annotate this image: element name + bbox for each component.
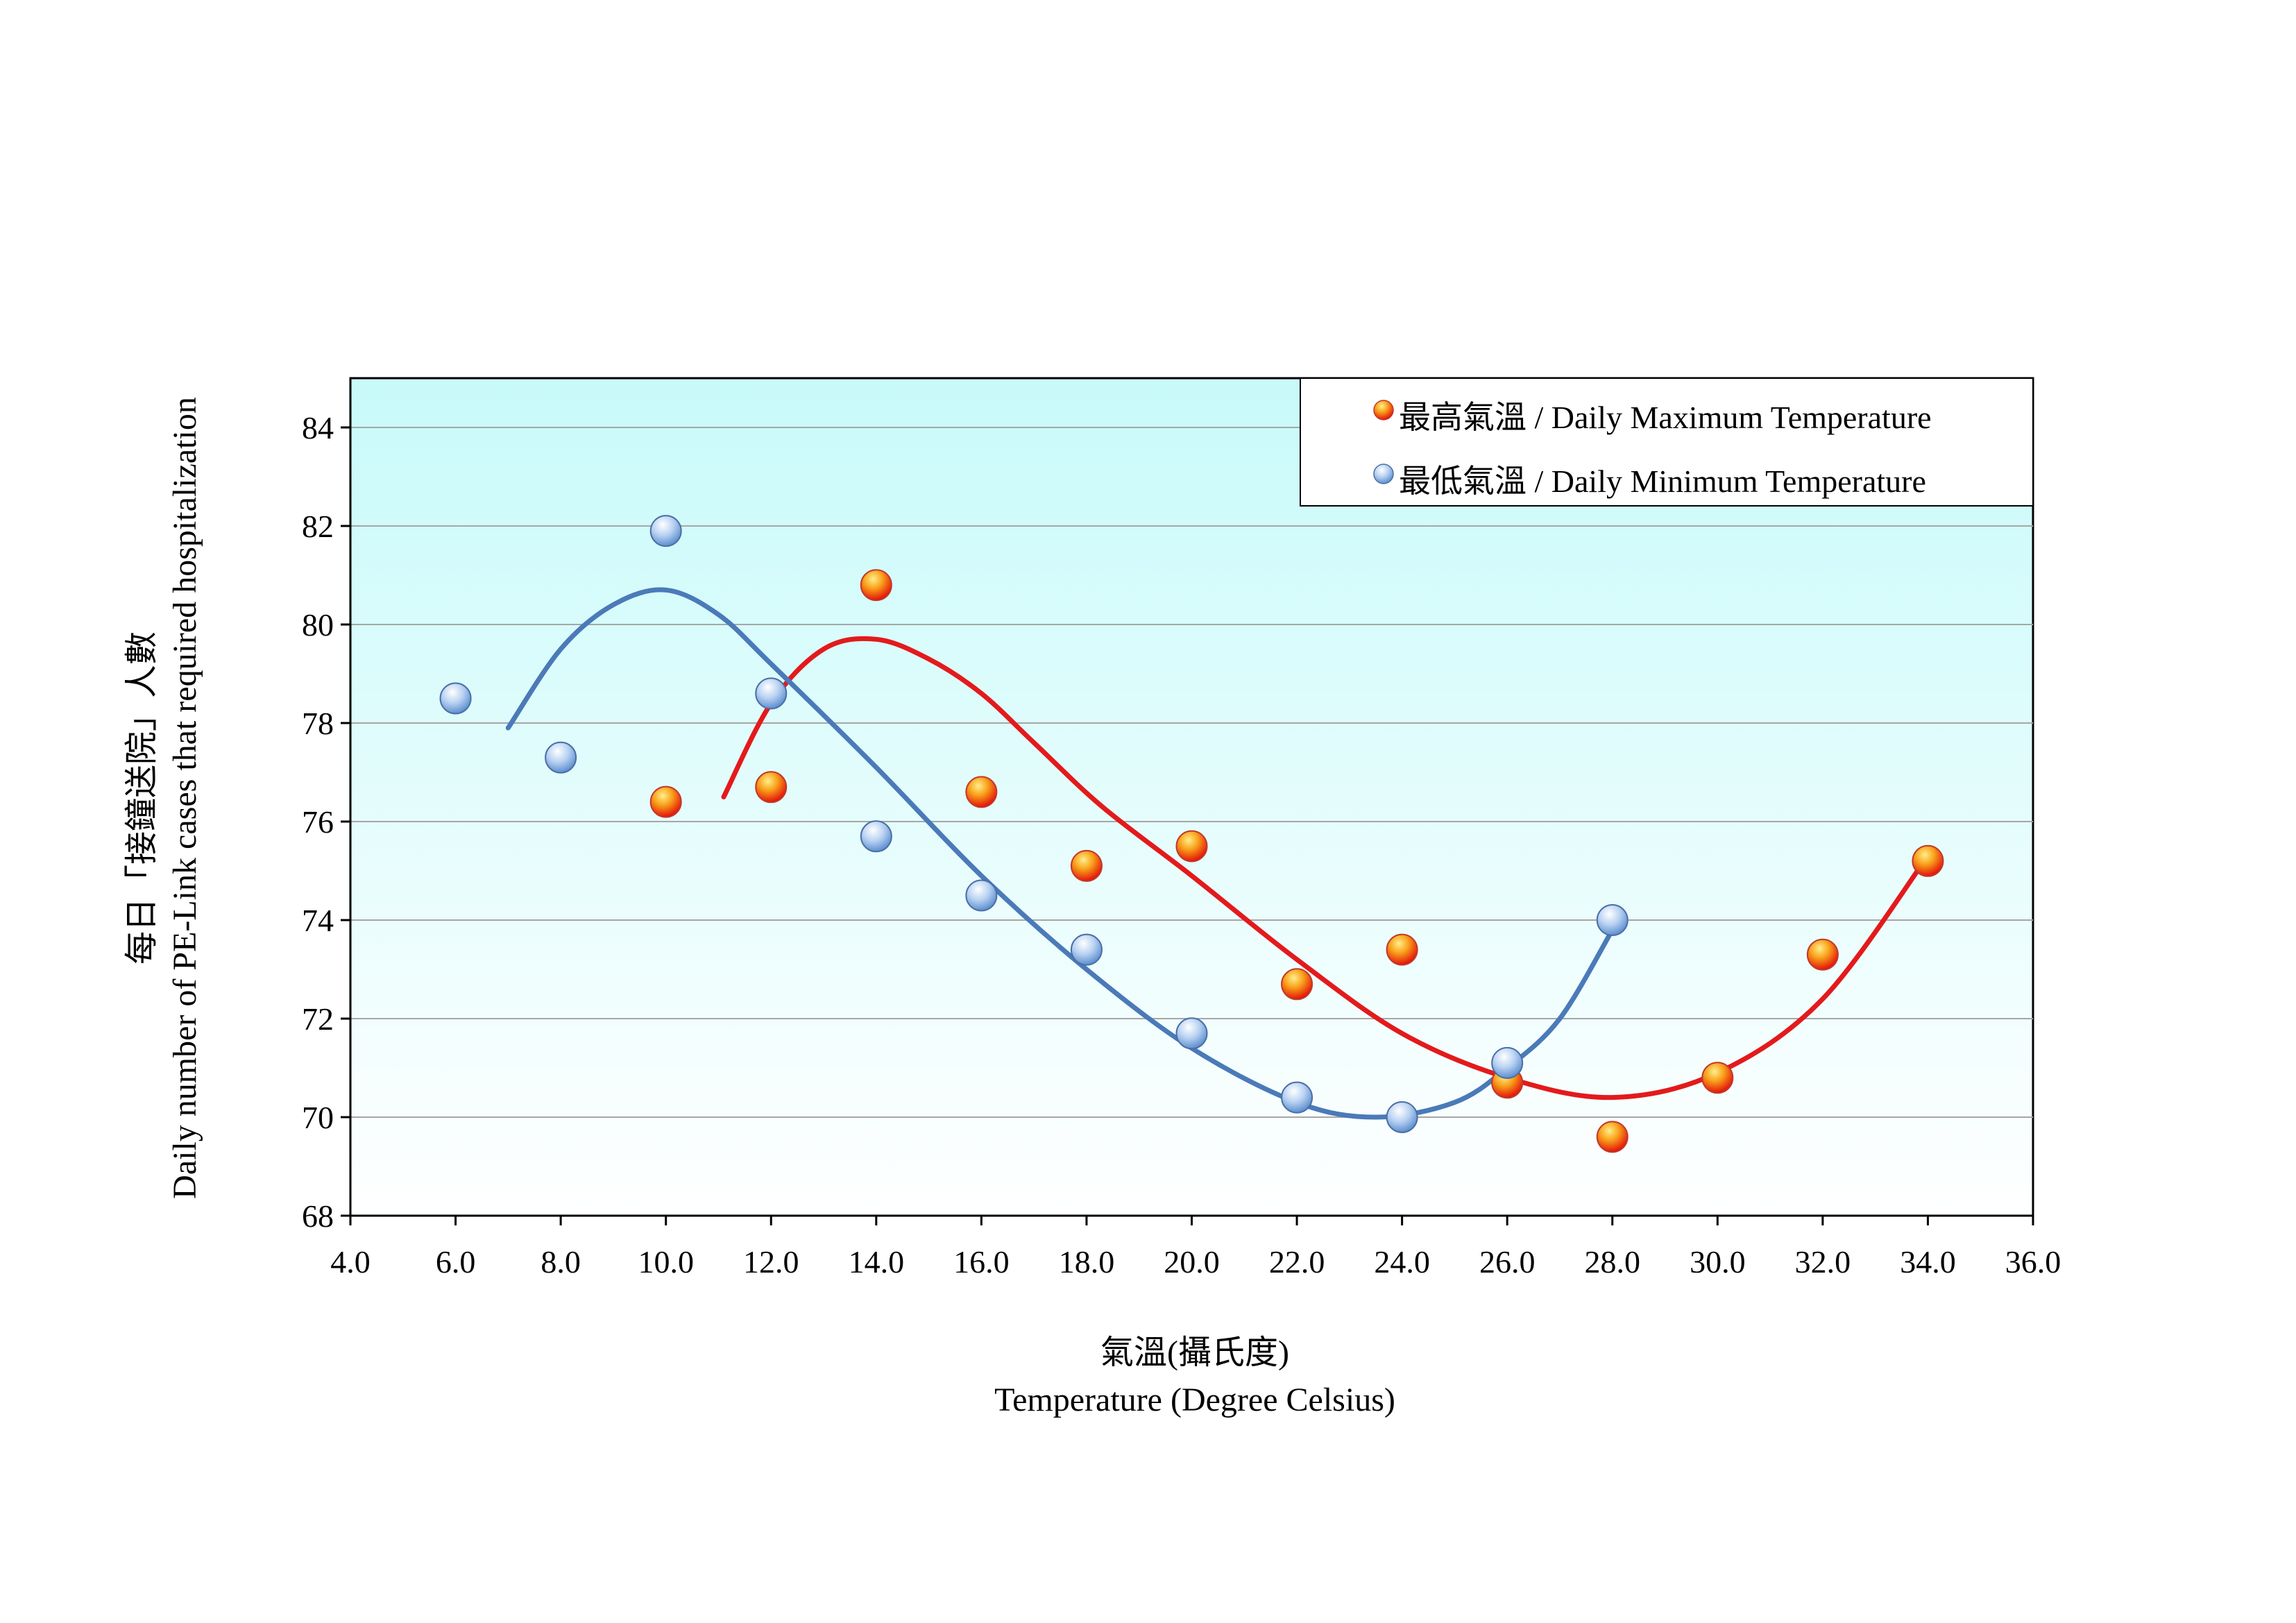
legend-marker-max [1373,400,1394,420]
legend-label-min: 最低氣溫 / Daily Minimum Temperature [1399,464,1926,499]
y-axis-title-zh: 每日「接鐘送院」人數 [124,631,160,965]
x-tick-label: 22.0 [1269,1244,1325,1280]
data-point-series-1 [439,682,472,715]
y-tick-label: 78 [302,706,334,741]
data-point-series-1 [1175,1017,1208,1050]
data-point-series-1 [755,677,788,710]
x-tick-label: 18.0 [1059,1244,1115,1280]
x-tick-label: 8.0 [541,1244,581,1280]
y-tick-label: 82 [302,509,334,544]
data-point-series-1 [545,741,577,774]
x-axis-ticks: 4.0 6.0 8.0 10.0 12.0 14.0 16.0 18.0 20.0 22.0 24.… [330,1216,2061,1280]
legend-box [1300,377,2034,507]
legend-marker-min [1373,464,1394,484]
data-point-series-0 [1281,968,1313,1001]
data-point-series-0 [649,785,682,818]
x-tick-label: 32.0 [1795,1244,1851,1280]
legend: 最高氣溫 / Daily Maximum Temperature 最低氣溫 / … [1300,377,2034,507]
x-tick-label: 20.0 [1164,1244,1220,1280]
data-point-series-0 [1912,844,1944,877]
legend-label-max: 最高氣溫 / Daily Maximum Temperature [1399,400,1932,435]
y-tick-label: 84 [302,410,334,445]
x-tick-label: 14.0 [849,1244,905,1280]
y-tick-label: 74 [302,903,334,938]
data-point-series-1 [1386,1101,1418,1133]
data-point-series-0 [1806,938,1839,971]
y-axis-title: Daily number of PE-Link cases that requi… [167,397,203,1199]
x-tick-label: 28.0 [1585,1244,1641,1280]
x-axis-title-zh: 氣溫(攝氏度) [1100,1334,1289,1371]
data-point-series-1 [1070,933,1103,966]
y-axis-ticks: 68 70 72 74 76 78 80 82 84 [302,410,350,1234]
data-point-series-0 [965,776,998,808]
data-point-series-0 [1386,933,1418,966]
data-point-series-0 [1070,849,1103,882]
data-point-series-1 [1596,904,1629,936]
y-tick-label: 70 [302,1100,334,1135]
x-tick-label: 26.0 [1479,1244,1536,1280]
data-point-series-1 [860,820,892,853]
x-tick-label: 30.0 [1690,1244,1746,1280]
data-point-series-0 [755,771,788,804]
trend-line-series-1 [505,587,1615,1120]
gridlines [350,427,2033,1118]
y-tick-label: 68 [302,1198,334,1234]
x-tick-label: 12.0 [743,1244,799,1280]
x-tick-label: 24.0 [1374,1244,1430,1280]
data-point-series-0 [1596,1121,1629,1153]
data-point-series-0 [1175,830,1208,863]
x-tick-label: 6.0 [436,1244,476,1280]
x-tick-label: 34.0 [1900,1244,1956,1280]
y-tick-label: 72 [302,1001,334,1037]
data-point-series-1 [649,515,682,547]
data-point-series-0 [860,569,892,602]
x-tick-label: 16.0 [953,1244,1010,1280]
plot-area [349,377,2034,1217]
data-point-series-1 [1281,1081,1313,1114]
data-point-series-1 [1491,1046,1524,1079]
data-points [439,515,1944,1153]
data-point-series-0 [1701,1062,1734,1094]
x-tick-label: 4.0 [330,1244,371,1280]
x-axis-title: Temperature (Degree Celsius) [994,1382,1395,1418]
x-tick-label: 36.0 [2005,1244,2061,1280]
data-point-series-1 [965,879,998,912]
y-tick-label: 76 [302,804,334,840]
x-tick-label: 10.0 [638,1244,694,1280]
y-tick-label: 80 [302,607,334,643]
